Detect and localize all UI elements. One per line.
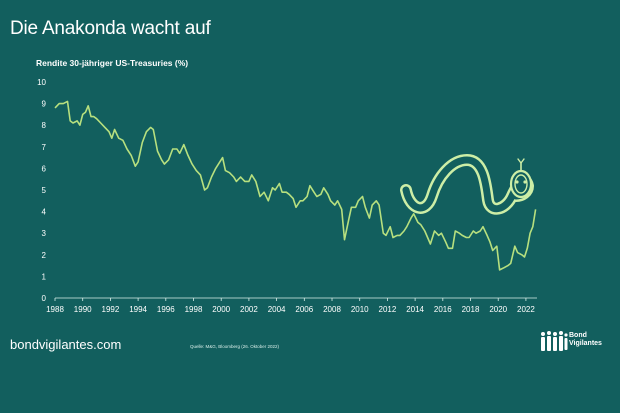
bond-vigilantes-logo: Bond Vigilantes [540,330,608,356]
x-tick-label: 2020 [489,305,507,314]
logo-line-2: Vigilantes [569,340,602,347]
x-tick-label: 1996 [157,305,175,314]
y-tick-label: 2 [42,251,47,260]
source-note: Quelle: M&G, Bloomberg (26. Oktober 2022… [190,344,280,349]
logo-people-icon [541,331,568,351]
y-tick-label: 3 [42,229,47,238]
y-tick-label: 5 [42,186,47,195]
y-tick-label: 6 [42,164,47,173]
website-link[interactable]: bondvigilantes.com [10,337,122,352]
anaconda-snake-icon [400,154,534,215]
x-tick-label: 1988 [46,305,64,314]
y-axis: 0 1 2 3 4 5 6 7 8 9 10 [37,78,46,303]
x-tick-label: 1990 [74,305,92,314]
series-lines [54,100,537,271]
x-tick-label: 1998 [185,305,203,314]
x-tick-label: 2018 [462,305,480,314]
x-axis: 1988 1990 1992 1994 1996 1998 2000 2002 2004 2006… [46,297,537,314]
x-tick-label: 2016 [434,305,452,314]
x-tick-label: 1994 [129,305,147,314]
y-tick-label: 9 [42,100,47,109]
logo-text: Bond Vigilantes [569,332,602,348]
y-tick-label: 10 [37,78,46,87]
x-tick-label: 2022 [517,305,535,314]
x-tick-label: 2010 [351,305,369,314]
x-tick-label: 2000 [212,305,230,314]
y-tick-label: 4 [42,208,47,217]
logo-line-1: Bond [569,332,587,339]
x-tick-label: 2008 [323,305,341,314]
y-tick-label: 8 [42,121,47,130]
y-tick-label: 1 [42,272,47,281]
x-tick-label: 2002 [240,305,258,314]
x-tick-label: 2004 [268,305,286,314]
x-tick-label: 2014 [406,305,424,314]
y-tick-label: 7 [42,143,47,152]
x-tick-label: 2012 [379,305,397,314]
y-axis-label: Rendite 30-jähriger US-Treasuries (%) [36,58,189,68]
yield-series-line [54,100,537,271]
y-tick-label: 0 [42,294,47,303]
x-tick-label: 2006 [295,305,313,314]
chart-title: Die Anakonda wacht auf [10,18,211,39]
x-tick-label: 1992 [102,305,120,314]
